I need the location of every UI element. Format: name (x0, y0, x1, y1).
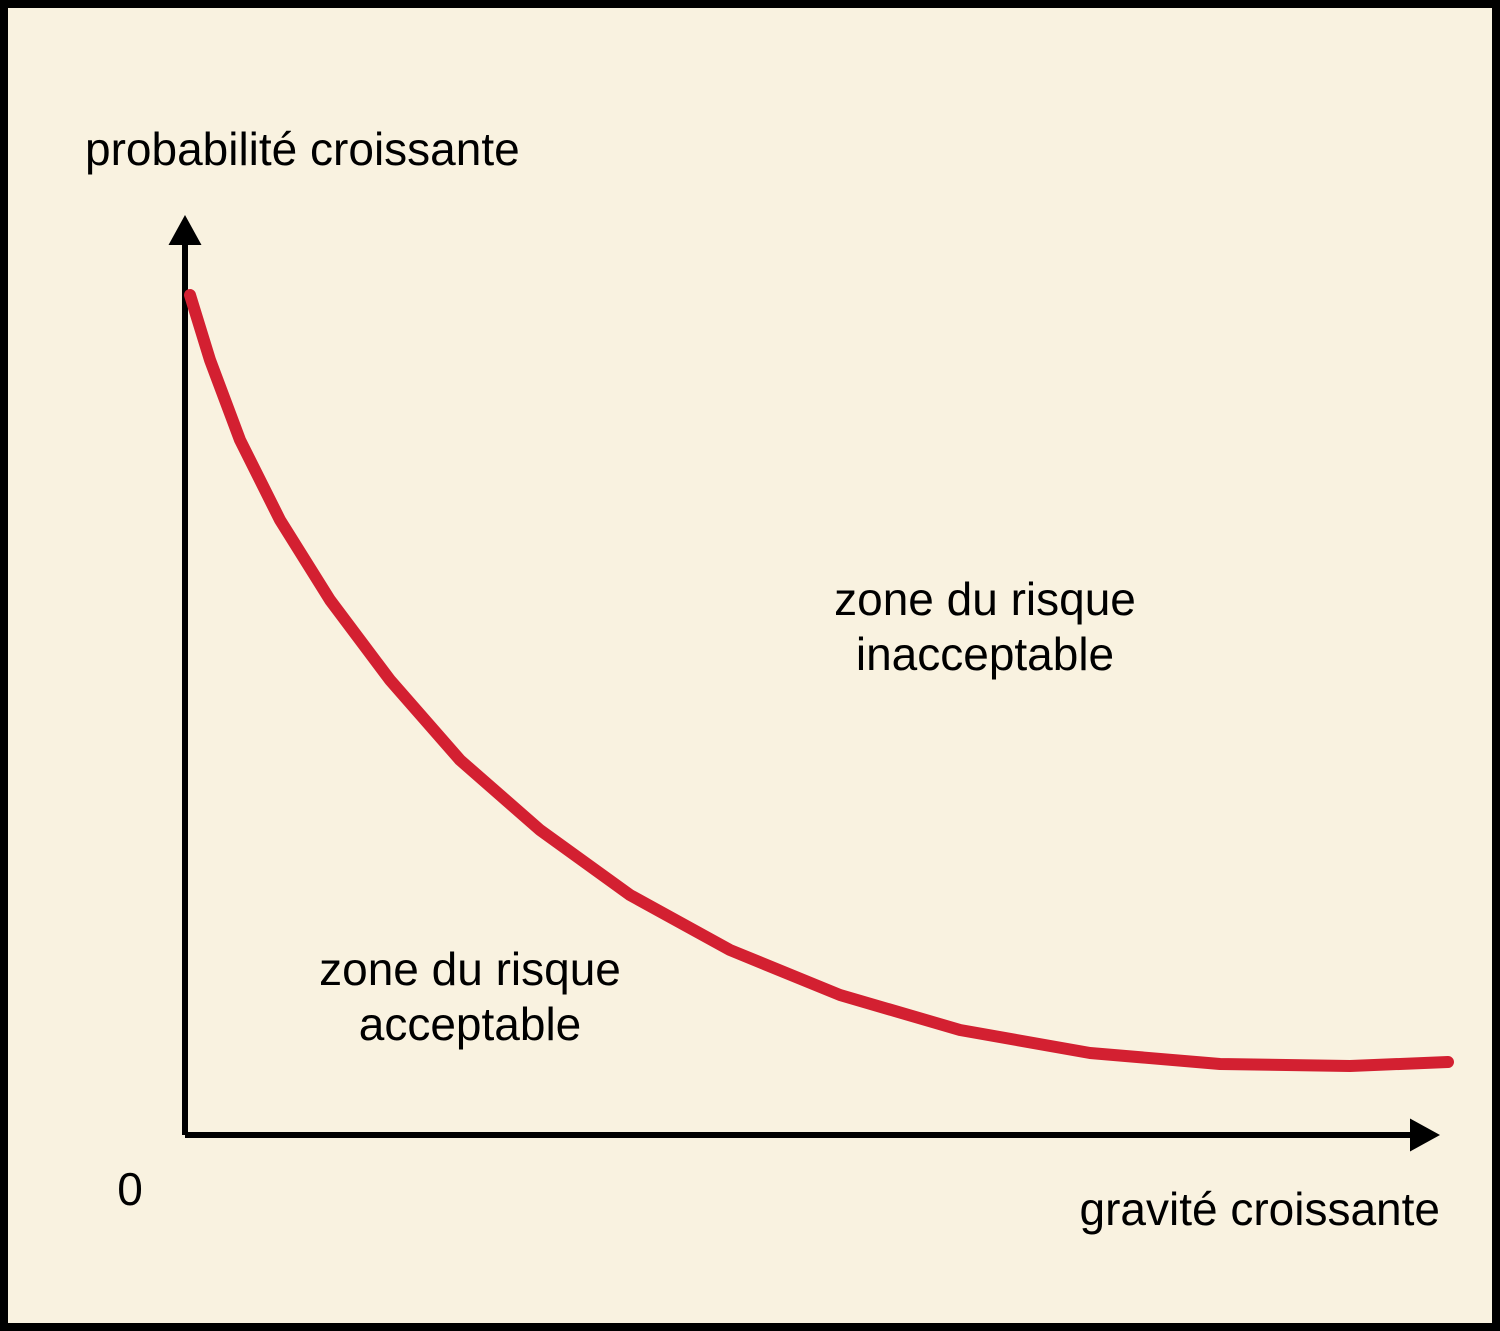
x-axis-label: gravité croissante (1080, 1183, 1441, 1235)
y-axis-label: probabilité croissante (85, 123, 520, 175)
region-acceptable-line1: zone du risque (319, 943, 621, 995)
region-acceptable-line2: acceptable (359, 998, 582, 1050)
region-unacceptable-line2: inacceptable (856, 628, 1114, 680)
risk-chart-frame: probabilité croissante gravité croissante… (0, 0, 1500, 1331)
origin-label: 0 (117, 1163, 143, 1215)
region-unacceptable-line1: zone du risque (834, 573, 1136, 625)
risk-chart: probabilité croissante gravité croissante… (0, 0, 1500, 1331)
